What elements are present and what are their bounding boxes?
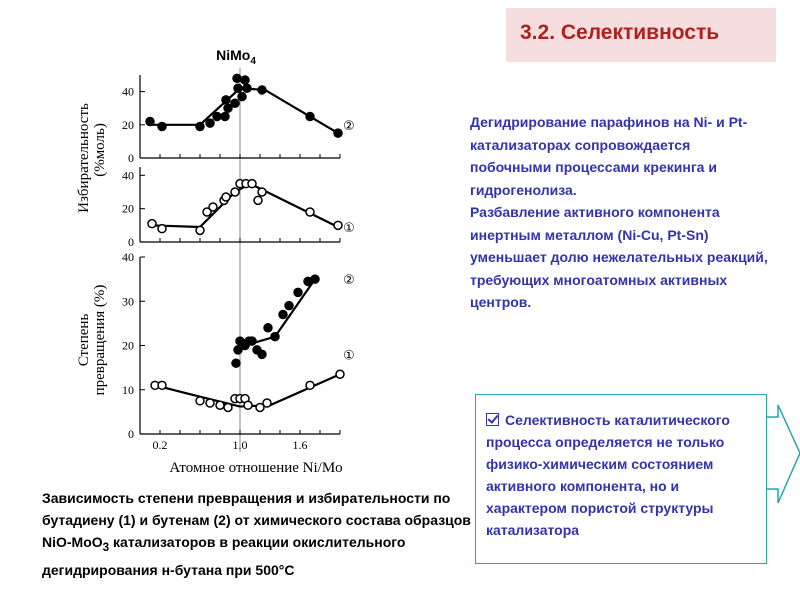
data-point: [157, 223, 167, 234]
caption-text: Зависимость степени превращения и избира…: [42, 490, 471, 550]
data-point: [247, 178, 257, 189]
data-point: [230, 187, 240, 197]
data-point: [221, 95, 231, 105]
y-axis-label-top-2: (%моль): [92, 123, 108, 177]
y-tick-label-conversion: 40: [122, 250, 134, 264]
page-title: 3.2. Селективность: [520, 21, 720, 44]
data-point: [205, 398, 215, 408]
data-point: [310, 274, 320, 284]
data-point: [147, 218, 157, 229]
data-point: [157, 121, 167, 132]
series-label-conversion: ②: [343, 273, 355, 288]
y-tick-label-selectivity-1: 0: [128, 235, 134, 249]
checkbox-icon: [486, 413, 499, 426]
data-point: [233, 83, 243, 94]
y-tick-label-conversion: 30: [122, 294, 134, 308]
data-point: [208, 202, 218, 212]
y-tick-label-selectivity-1: 40: [122, 168, 134, 182]
data-point: [243, 400, 253, 410]
data-point: [335, 369, 345, 380]
data-point: [305, 380, 315, 391]
y-axis-label-bottom-1: Степень: [76, 314, 92, 367]
data-point: [263, 323, 273, 333]
description-para-2: Разбавление активного компонента инертны…: [470, 204, 768, 310]
y-tick-label-selectivity-2: 40: [122, 85, 134, 99]
series-label-conversion: ①: [343, 348, 355, 363]
data-point: [278, 309, 288, 320]
data-point: [221, 192, 231, 202]
data-point: [305, 111, 315, 122]
series-label-selectivity-1: ①: [343, 221, 355, 236]
conclusion-text: Селективность каталитического процесса о…: [486, 412, 730, 538]
data-point: [195, 225, 205, 236]
y-tick-label-selectivity-2: 0: [128, 151, 134, 165]
x-tick-label: 1.6: [293, 438, 308, 452]
data-point: [232, 73, 242, 84]
data-point: [305, 207, 315, 217]
data-point: [212, 111, 222, 122]
data-point: [231, 358, 241, 368]
data-point: [230, 98, 240, 108]
series-label-selectivity-2: ②: [343, 119, 355, 134]
y-tick-label-conversion: 10: [122, 383, 134, 397]
figure-caption: Зависимость степени превращения и избира…: [42, 487, 472, 581]
series-line-conversion-1: [154, 373, 341, 408]
caption-subscript: 3: [102, 540, 110, 554]
data-point: [233, 345, 243, 355]
data-point: [257, 187, 267, 197]
caption-text-end: катализаторов в реакции окислительного д…: [42, 534, 406, 578]
y-tick-label-selectivity-2: 20: [122, 118, 134, 132]
data-point: [145, 116, 155, 127]
conclusion-box: Селективность каталитического процесса о…: [475, 394, 767, 564]
data-point: [253, 195, 263, 206]
y-tick-label-selectivity-1: 20: [122, 202, 134, 216]
data-point: [257, 349, 267, 360]
marker-label: NiMo4: [216, 47, 256, 67]
data-point: [237, 91, 247, 102]
data-point: [242, 83, 252, 94]
data-point: [205, 118, 215, 128]
description-para-1: Дегидрирование парафинов на Ni- и Pt- ка…: [470, 114, 748, 198]
description: Дегидрирование парафинов на Ni- и Pt- ка…: [470, 111, 770, 314]
data-point: [333, 220, 343, 231]
data-point: [257, 85, 267, 95]
data-point: [293, 287, 303, 298]
data-point: [215, 400, 225, 410]
data-point: [270, 331, 280, 342]
plot-layer: 0 20 40 ② 0 20 40 ① 0 10 20 30 40 ② ① 0.2 1.0 1.6: [122, 68, 355, 452]
data-point: [195, 396, 205, 406]
data-point: [202, 207, 212, 217]
data-point: [333, 128, 343, 138]
title-box: 3.2. Селективность: [506, 8, 776, 62]
series-line-selectivity-1-0: [149, 182, 339, 229]
y-axis-label-bottom-2: превращения (%): [92, 285, 108, 396]
data-point: [247, 336, 257, 346]
y-axis-label-top-1: Избирательность: [76, 103, 92, 213]
x-tick-label: 1.0: [233, 438, 248, 452]
data-point: [220, 111, 230, 122]
data-point: [284, 300, 294, 311]
x-axis-label: Атомное отношение Ni/Mo: [169, 460, 342, 476]
y-tick-label-conversion: 20: [122, 339, 134, 353]
data-point: [255, 402, 265, 413]
data-point: [195, 121, 205, 132]
data-point: [223, 402, 233, 413]
data-point: [157, 380, 167, 391]
y-tick-label-conversion: 0: [128, 427, 134, 441]
data-point: [240, 75, 250, 85]
data-point: [223, 103, 233, 113]
arrow-icon: [765, 404, 800, 504]
data-point: [262, 398, 272, 408]
x-tick-label: 0.2: [153, 438, 168, 452]
